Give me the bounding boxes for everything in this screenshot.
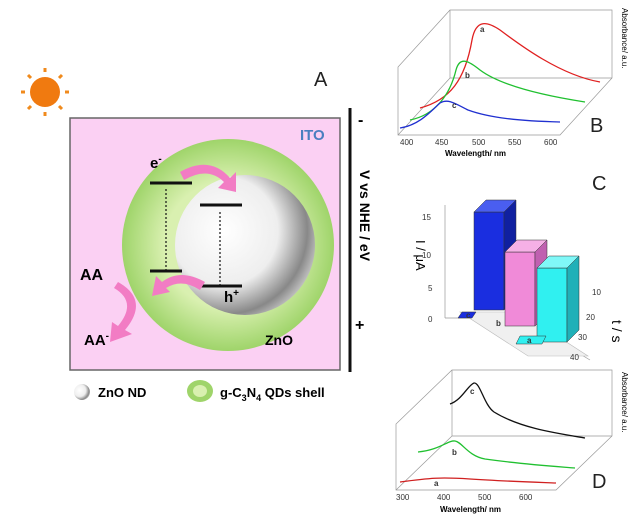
tick-label: 600 — [544, 138, 558, 147]
x-axis-label: Wavelength/ nm — [445, 149, 506, 158]
transitions — [165, 188, 221, 286]
tick-label: 500 — [478, 493, 492, 502]
ito-label: ITO — [300, 127, 325, 144]
bars — [457, 199, 580, 345]
product: AA — [84, 332, 106, 349]
tick-label: 15 — [422, 213, 431, 222]
arrows — [110, 164, 236, 342]
x-axis-label: Wavelength/ nm — [440, 505, 501, 514]
tick-label: 300 — [396, 493, 410, 502]
plot-box — [395, 369, 613, 491]
tick-label: 400 — [437, 493, 451, 502]
tick-label: 10 — [592, 288, 601, 297]
y-axis-label: I / μA — [413, 240, 428, 271]
text: QDs shell — [261, 385, 325, 400]
curve-label: a — [480, 25, 485, 34]
t-axis-label: t / s — [609, 320, 625, 343]
curve-label: c — [470, 387, 475, 396]
hole: h — [224, 289, 233, 306]
core-label: ZnO — [265, 332, 293, 348]
panel-label: A — [314, 69, 328, 91]
tick-label: 20 — [586, 313, 595, 322]
y-axis-label: Absorbance/ a.u. — [620, 8, 629, 68]
hole-label: h+ — [224, 288, 239, 306]
charge: - — [106, 331, 109, 342]
tick-label: 5 — [428, 284, 433, 293]
tick-label: 10 — [422, 251, 431, 260]
sun-icon — [21, 68, 69, 116]
axis-plus: + — [355, 317, 364, 334]
curve-label: a — [434, 479, 439, 488]
curve-label: c — [452, 101, 457, 110]
electron-label: e- — [150, 154, 162, 172]
panel-label: C — [592, 173, 606, 195]
product-label: AA- — [84, 331, 109, 349]
reactant: AA — [80, 267, 104, 284]
tick-label: 40 — [570, 353, 579, 362]
axis-minus: - — [358, 112, 363, 129]
charge: + — [233, 288, 239, 299]
bar-label: a — [527, 336, 532, 345]
tick-label: 0 — [428, 315, 433, 324]
panel-label: D — [592, 471, 606, 493]
tick-label: 600 — [519, 493, 533, 502]
plot-box — [397, 9, 613, 136]
zno-core — [175, 175, 315, 315]
subscript: 3 — [242, 393, 247, 403]
legend-core: ZnO ND — [98, 385, 146, 400]
spectra — [399, 382, 586, 484]
spectra — [399, 23, 601, 129]
tick-label: 450 — [435, 138, 449, 147]
text: N — [247, 385, 256, 400]
curve-label: b — [465, 71, 470, 80]
electron: e — [150, 155, 158, 172]
tick-label: 30 — [578, 333, 587, 342]
subscript: 4 — [256, 393, 261, 403]
charge: - — [158, 154, 161, 165]
tick-label: 400 — [400, 138, 414, 147]
tick-label: 500 — [472, 138, 486, 147]
legend-core-icon — [74, 384, 90, 400]
y-axis-label: Absorbance/ a.u. — [620, 372, 629, 432]
bar-label: c — [466, 311, 471, 320]
text: g-C — [220, 385, 242, 400]
legend-shell-icon — [193, 385, 207, 397]
legend-shell: g-C3N4 QDs shell — [220, 385, 325, 403]
curve-label: b — [452, 448, 457, 457]
tick-label: 550 — [508, 138, 522, 147]
bar-label: b — [496, 319, 501, 328]
axis-label: V vs NHE / eV — [357, 170, 373, 262]
panel-label: B — [590, 115, 603, 137]
